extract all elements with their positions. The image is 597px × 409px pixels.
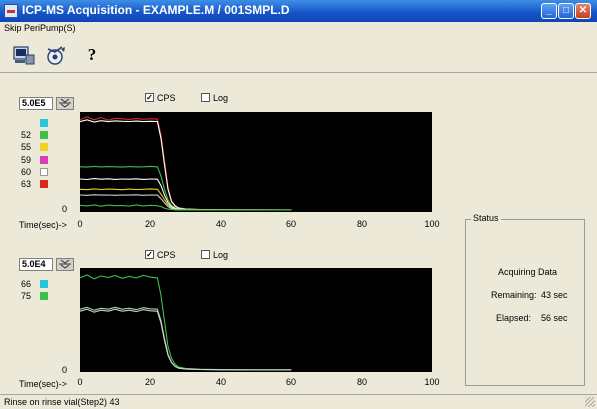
spinner-arrows-icon xyxy=(59,98,71,108)
top-legend-label: 55 xyxy=(21,142,32,152)
top-legend-label: 60 xyxy=(21,167,32,177)
toolbar-separator xyxy=(0,72,597,73)
top-series-line-trace-6 xyxy=(79,204,292,211)
bottom-y-tick: 0 xyxy=(62,365,68,375)
menu-skip-peripump[interactable]: Skip PeriPump(S) xyxy=(4,23,76,33)
bottom-x-tick: 20 xyxy=(144,377,155,387)
top-legend-swatch xyxy=(40,131,48,139)
bottom-legend-label: 75 xyxy=(21,291,32,301)
bottom-plot-area xyxy=(79,268,432,372)
top-x-axis-label: Time(sec)-> xyxy=(19,220,67,230)
top-cps-label: CPS xyxy=(157,93,176,103)
status-bar: Rinse on rinse vial(Step2) 43 xyxy=(0,394,597,409)
top-plot-area xyxy=(79,112,432,212)
top-legend-label: 59 xyxy=(21,155,32,165)
bottom-cps-checkbox[interactable]: ✓ xyxy=(145,250,154,259)
top-series-line-52 xyxy=(79,165,292,211)
resize-grip-icon[interactable] xyxy=(585,397,595,407)
top-x-tick: 20 xyxy=(144,219,155,229)
top-legend-swatch xyxy=(40,168,48,176)
peripump-icon[interactable] xyxy=(44,43,68,67)
bottom-signal-chart xyxy=(79,274,292,371)
bottom-x-tick: 100 xyxy=(424,377,440,387)
bottom-series-line-trace-2 xyxy=(79,308,292,371)
elapsed-value: 56 sec xyxy=(541,313,568,323)
top-legend-label: 52 xyxy=(21,130,32,140)
top-x-tick: 40 xyxy=(215,219,226,229)
top-scale-spinner[interactable] xyxy=(56,97,74,110)
top-scale-input[interactable]: 5.0E5 xyxy=(19,97,53,110)
top-x-tick: 0 xyxy=(77,219,83,229)
top-legend-swatch xyxy=(40,143,48,151)
bottom-log-checkbox[interactable] xyxy=(201,250,210,259)
top-y-tick: 0 xyxy=(62,204,68,214)
bottom-legend-swatch xyxy=(40,292,48,300)
top-log-checkbox[interactable] xyxy=(201,93,210,102)
top-x-tick: 80 xyxy=(356,219,367,229)
top-legend-swatch xyxy=(40,156,48,164)
status-group-title: Status xyxy=(471,213,501,223)
top-x-tick: 100 xyxy=(424,219,440,229)
top-series-line-trace-5 xyxy=(79,194,292,211)
bottom-x-tick: 0 xyxy=(77,377,83,387)
bottom-x-tick: 60 xyxy=(285,377,296,387)
top-signal-chart xyxy=(79,116,292,211)
bottom-scale-input[interactable]: 5.0E4 xyxy=(19,258,53,271)
remaining-value: 43 sec xyxy=(541,290,568,300)
window-title: ICP-MS Acquisition - EXAMPLE.M / 001SMPL… xyxy=(22,3,290,17)
bottom-series-line-75 xyxy=(79,274,292,371)
toolbar: ? xyxy=(0,37,597,71)
spinner-arrows-icon xyxy=(59,259,71,269)
bottom-scale-spinner[interactable] xyxy=(56,258,74,271)
menu-bar: Skip PeriPump(S) xyxy=(0,22,597,36)
help-button[interactable]: ? xyxy=(87,45,97,64)
status-state: Acquiring Data xyxy=(498,267,558,277)
acquisition-monitor-icon[interactable] xyxy=(12,43,36,67)
maximize-button[interactable]: □ xyxy=(558,3,574,19)
remaining-label: Remaining: xyxy=(491,290,537,300)
top-log-label: Log xyxy=(213,93,229,103)
bottom-x-tick: 80 xyxy=(356,377,367,387)
bottom-x-axis-label: Time(sec)-> xyxy=(19,379,67,389)
status-bar-text: Rinse on rinse vial(Step2) 43 xyxy=(4,397,120,407)
top-legend-label: 63 xyxy=(21,179,32,189)
status-group xyxy=(465,219,585,386)
top-x-tick: 60 xyxy=(285,219,296,229)
title-bar: ICP-MS Acquisition - EXAMPLE.M / 001SMPL… xyxy=(0,0,597,22)
bottom-legend-label: 66 xyxy=(21,279,32,289)
top-series-line-55 xyxy=(79,188,292,211)
bottom-log-label: Log xyxy=(213,250,229,260)
minimize-button[interactable]: _ xyxy=(541,3,557,19)
top-legend-swatch xyxy=(40,119,48,127)
close-button[interactable]: ✕ xyxy=(575,3,591,19)
app-icon xyxy=(4,4,18,18)
bottom-x-tick: 40 xyxy=(215,377,226,387)
elapsed-label: Elapsed: xyxy=(496,313,532,323)
bottom-series-line-66 xyxy=(79,306,292,371)
top-series-line-63 xyxy=(79,116,292,211)
top-legend-swatch xyxy=(40,180,48,188)
top-series-line-60 xyxy=(79,119,292,211)
bottom-legend-swatch xyxy=(40,280,48,288)
bottom-cps-label: CPS xyxy=(157,250,176,260)
top-cps-checkbox[interactable]: ✓ xyxy=(145,93,154,102)
